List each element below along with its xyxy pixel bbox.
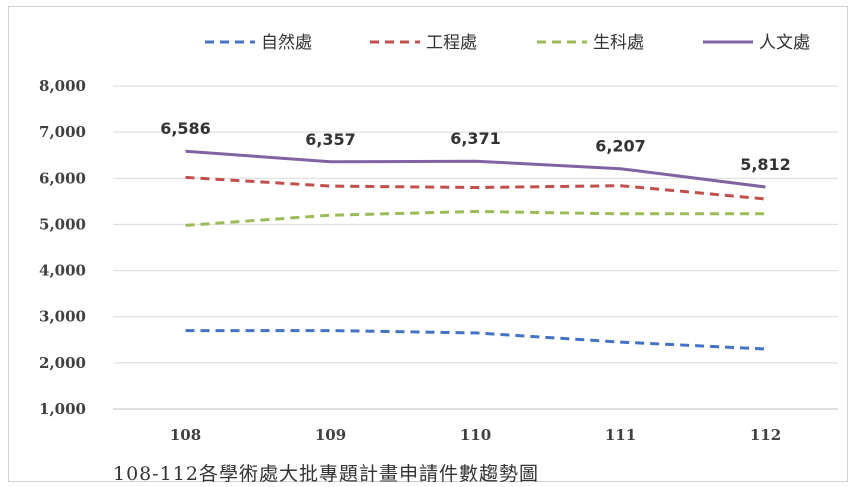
y-tick-label: 8,000 bbox=[39, 77, 86, 95]
data-label: 5,812 bbox=[740, 155, 791, 174]
data-label: 6,207 bbox=[595, 137, 646, 156]
y-tick-label: 6,000 bbox=[39, 169, 86, 187]
y-tick-label: 3,000 bbox=[39, 308, 86, 326]
y-tick-label: 5,000 bbox=[39, 215, 86, 233]
y-tick-label: 7,000 bbox=[39, 123, 86, 141]
series-line bbox=[185, 149, 766, 189]
chart-caption: 108-112各學術處大批專題計畫申請件數趨勢圖 bbox=[113, 463, 539, 485]
legend-label: 人文處 bbox=[759, 33, 810, 53]
y-tick-label: 4,000 bbox=[39, 262, 86, 280]
y-axis-ticks: 1,000 2,000 3,000 4,000 5,000 6,000 7,000 8,000 bbox=[39, 77, 86, 418]
series-line bbox=[185, 329, 766, 351]
y-tick-label: 1,000 bbox=[39, 400, 86, 418]
x-tick-label: 110 bbox=[460, 426, 491, 444]
legend-label: 自然處 bbox=[261, 33, 312, 53]
series-line bbox=[185, 175, 766, 201]
y-tick-label: 2,000 bbox=[39, 354, 86, 372]
data-label: 6,371 bbox=[450, 129, 501, 148]
x-tick-label: 111 bbox=[605, 426, 636, 444]
legend: 自然處 工程處 生科處 人文處 bbox=[205, 33, 810, 53]
x-tick-label: 112 bbox=[750, 426, 781, 444]
gridlines bbox=[113, 85, 838, 410]
data-label: 6,586 bbox=[160, 119, 211, 138]
x-axis-ticks: 108 109 110 111 112 bbox=[170, 426, 781, 444]
series-lines bbox=[185, 149, 766, 351]
series-line bbox=[185, 210, 766, 227]
legend-label: 工程處 bbox=[426, 33, 477, 53]
chart-frame bbox=[8, 6, 848, 482]
x-tick-label: 108 bbox=[170, 426, 201, 444]
data-labels: 6,586 6,357 6,371 6,207 5,812 bbox=[160, 119, 791, 174]
x-tick-label: 109 bbox=[315, 426, 346, 444]
data-label: 6,357 bbox=[305, 130, 356, 149]
legend-label: 生科處 bbox=[593, 33, 644, 53]
